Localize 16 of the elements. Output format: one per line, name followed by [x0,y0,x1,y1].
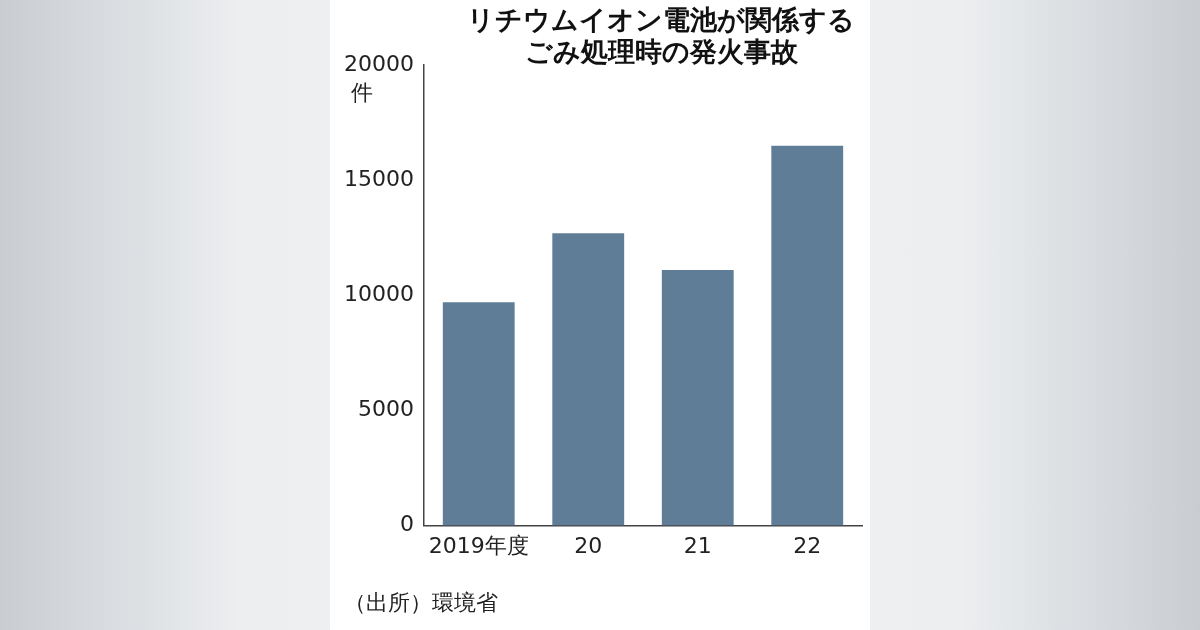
bar [771,145,844,526]
y-tick-label: 0 [399,511,414,537]
x-tick-label: 20 [574,532,603,558]
y-tick-label: 10000 [343,281,414,307]
chart-title: リチウムイオン電池が関係するごみ処理時の発火事故 [466,4,856,68]
y-tick-label: 5000 [357,396,414,422]
bar [442,302,515,526]
x-tick-label: 2019年度 [428,532,529,558]
text: （出所）環境省 [344,589,498,617]
x-tick-label: 22 [793,532,822,558]
y-axis-title: 件 [351,79,373,105]
y-tick-label: 20000 [343,50,414,76]
bar [552,233,625,526]
x-tick-label: 21 [683,532,712,558]
bar [661,270,734,526]
y-tick-label: 15000 [343,166,414,192]
